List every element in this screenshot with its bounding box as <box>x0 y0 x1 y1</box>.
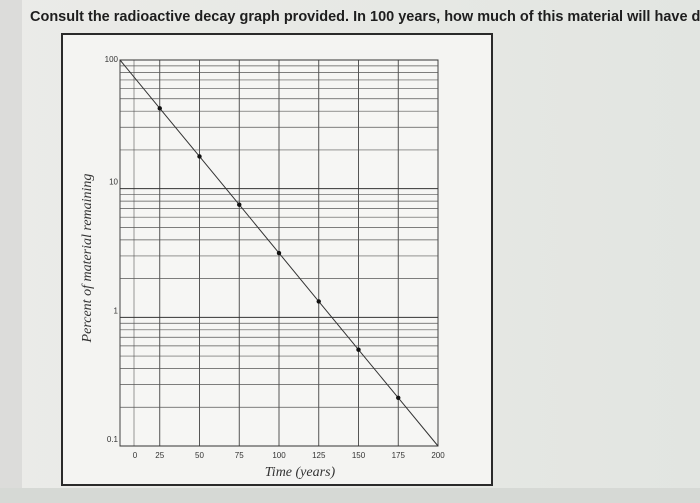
x-tick-label: 0 <box>133 451 138 460</box>
x-tick-label: 100 <box>272 451 286 460</box>
x-axis-label: Time (years) <box>265 465 336 480</box>
left-margin <box>0 0 22 503</box>
data-point <box>157 106 162 111</box>
data-point <box>356 347 361 352</box>
bottom-margin <box>0 488 700 503</box>
data-point <box>396 395 401 400</box>
x-tick-label: 50 <box>195 451 204 460</box>
x-tick-label: 75 <box>235 451 244 460</box>
y-axis-label: Percent of material remaining <box>80 174 95 344</box>
y-tick-label: 10 <box>109 178 118 187</box>
tick-labels: 0 25 50 75 100 125 150 175 200 0.1 1 10 100 <box>105 55 446 460</box>
y-tick-label: 1 <box>114 306 119 315</box>
data-point <box>276 250 282 256</box>
x-tick-label: 150 <box>352 451 366 460</box>
y-tick-label: 100 <box>105 55 119 64</box>
x-tick-label: 175 <box>392 451 406 460</box>
y-tick-label: 0.1 <box>107 435 119 444</box>
x-tick-label: 25 <box>155 451 164 460</box>
x-tick-label: 200 <box>431 451 445 460</box>
question-text: Consult the radioactive decay graph prov… <box>30 9 700 25</box>
data-point <box>237 202 242 207</box>
data-point <box>316 299 321 304</box>
x-tick-label: 125 <box>312 451 326 460</box>
data-markers <box>157 106 401 400</box>
data-point <box>197 154 202 159</box>
